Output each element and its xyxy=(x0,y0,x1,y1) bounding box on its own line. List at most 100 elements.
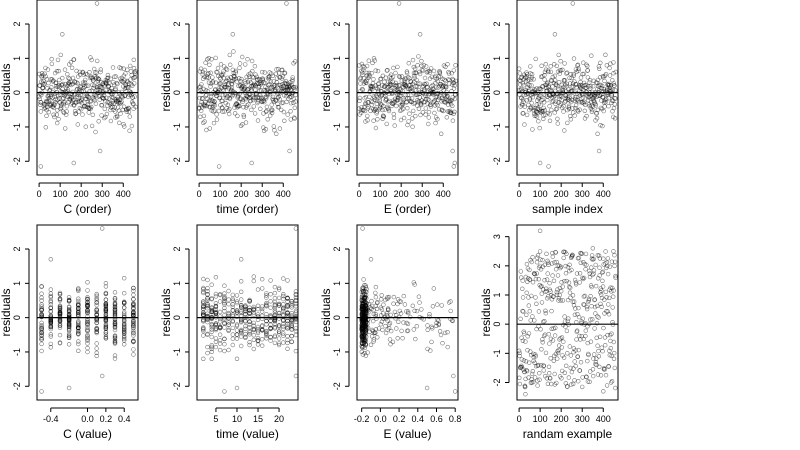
data-point xyxy=(388,312,393,318)
data-point xyxy=(571,73,576,79)
data-point xyxy=(285,321,290,326)
data-point xyxy=(405,95,410,101)
data-point xyxy=(272,296,278,301)
data-point xyxy=(48,334,53,339)
data-point xyxy=(609,259,615,264)
data-point xyxy=(209,296,214,301)
data-point xyxy=(536,362,541,368)
data-point xyxy=(268,305,273,310)
data-point xyxy=(102,115,107,121)
data-point xyxy=(103,336,109,341)
data-point xyxy=(281,312,286,317)
x-tick-label: 0 xyxy=(517,414,522,424)
data-point xyxy=(227,52,233,58)
data-point xyxy=(574,271,580,276)
data-point xyxy=(198,114,203,120)
data-point xyxy=(420,68,426,73)
data-point xyxy=(204,127,209,133)
data-point xyxy=(118,111,123,116)
data-point xyxy=(197,69,203,74)
data-point xyxy=(197,85,202,90)
data-point xyxy=(534,271,539,276)
data-point xyxy=(520,295,526,300)
x-axis-title: time (value) xyxy=(216,427,279,441)
data-point xyxy=(537,371,542,376)
data-point xyxy=(607,353,612,358)
data-point xyxy=(415,62,420,68)
data-point xyxy=(272,87,278,92)
data-point xyxy=(573,103,579,108)
data-point xyxy=(394,82,399,88)
data-point xyxy=(285,312,290,318)
data-point xyxy=(70,75,76,81)
data-point xyxy=(611,60,616,65)
data-point xyxy=(62,67,68,72)
data-point xyxy=(247,319,252,324)
data-point xyxy=(597,364,602,369)
data-point xyxy=(66,321,72,327)
x-tick-label: 200 xyxy=(74,189,89,199)
data-point xyxy=(520,286,525,291)
data-point xyxy=(359,334,364,339)
data-point xyxy=(598,60,603,65)
data-point xyxy=(281,326,286,332)
data-point xyxy=(94,293,99,298)
data-point xyxy=(93,101,99,106)
data-point xyxy=(131,309,136,315)
data-point xyxy=(239,329,244,334)
data-point xyxy=(220,98,225,104)
data-point xyxy=(417,81,422,86)
data-point xyxy=(272,128,277,133)
data-point xyxy=(247,299,252,304)
data-point xyxy=(391,65,396,71)
data-point xyxy=(607,264,613,269)
data-point xyxy=(564,328,570,334)
data-point xyxy=(592,326,597,331)
x-tick-label: 400 xyxy=(436,189,451,199)
data-point xyxy=(545,97,550,103)
data-point xyxy=(607,82,612,88)
data-point xyxy=(540,287,546,292)
data-point xyxy=(533,56,538,62)
data-point xyxy=(433,73,438,79)
data-point xyxy=(131,323,136,328)
data-point xyxy=(103,284,109,289)
data-point xyxy=(396,83,402,88)
data-point xyxy=(112,109,118,114)
data-point xyxy=(405,122,410,128)
data-point xyxy=(125,67,130,72)
data-point xyxy=(264,108,269,114)
data-point xyxy=(593,262,598,268)
data-point xyxy=(445,344,450,350)
data-point xyxy=(54,120,60,126)
data-point xyxy=(524,261,530,267)
data-point xyxy=(404,328,410,334)
data-point xyxy=(585,379,591,384)
x-tick-label: 100 xyxy=(533,189,548,199)
data-point xyxy=(201,113,207,119)
data-point xyxy=(422,75,428,81)
data-point xyxy=(367,94,372,100)
data-point xyxy=(234,310,240,315)
data-point xyxy=(370,99,375,105)
data-point xyxy=(418,100,424,106)
data-point xyxy=(205,297,210,303)
y-tick-label: -1 xyxy=(12,348,22,356)
data-point xyxy=(528,64,533,69)
data-point xyxy=(121,299,127,304)
data-point xyxy=(587,86,593,91)
data-point xyxy=(77,69,82,75)
plot-frame xyxy=(516,0,619,176)
data-point xyxy=(523,392,528,397)
data-point xyxy=(66,323,72,329)
data-point xyxy=(551,278,557,283)
data-point xyxy=(429,339,434,345)
data-point xyxy=(371,118,376,123)
data-point xyxy=(559,345,564,350)
data-point xyxy=(205,296,210,301)
data-point xyxy=(530,369,535,374)
x-tick-label: 0 xyxy=(357,189,362,199)
data-point xyxy=(372,58,377,63)
data-point xyxy=(71,160,77,166)
data-point xyxy=(534,326,539,332)
